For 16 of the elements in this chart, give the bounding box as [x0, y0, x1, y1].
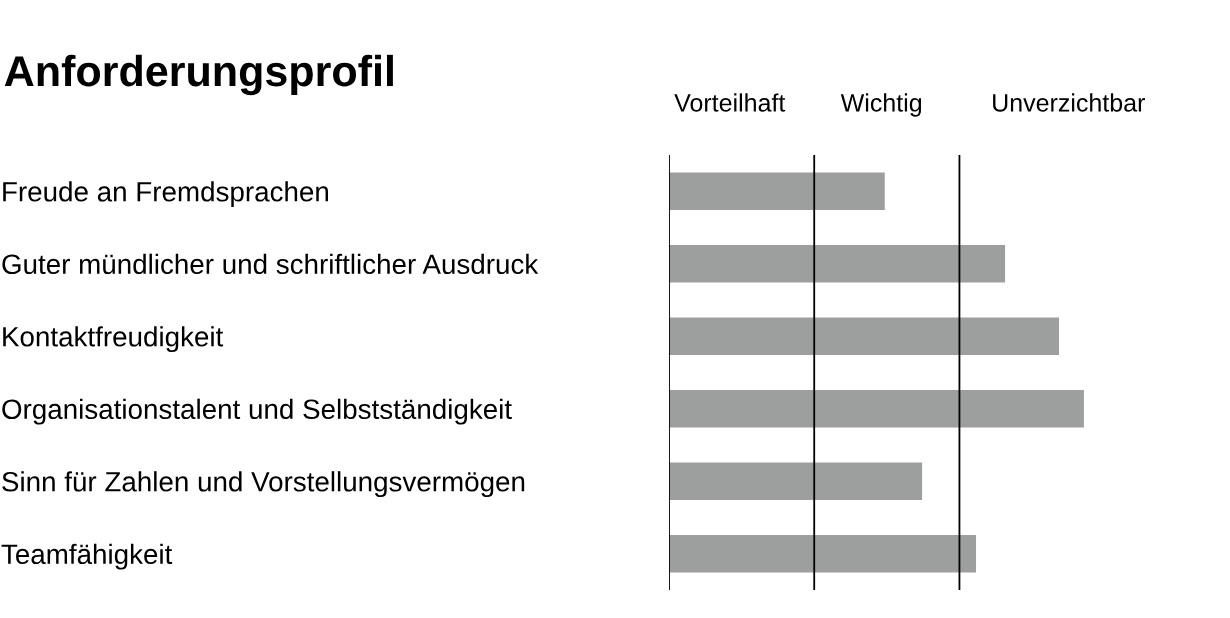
y-tick-label: Organisationstalent und Selbstständigkeit	[2, 398, 512, 425]
bar	[669, 317, 1060, 356]
y-tick-label: Freude an Fremdsprachen	[3, 181, 329, 208]
bar	[669, 244, 1006, 283]
bar	[669, 172, 885, 211]
bar	[669, 462, 923, 501]
bar	[669, 389, 1084, 428]
y-tick-label: Sinn für Zahlen und Vorstellungsvermögen	[2, 471, 525, 498]
y-tick-label: Teamfähigkeit	[1, 543, 173, 570]
text: Unverzichtbar	[993, 93, 1145, 112]
y-tick-label: Guter mündlicher und schriftlicher Ausdruck	[2, 253, 539, 275]
y-tick-label: Kontaktfreudigkeit	[3, 326, 224, 353]
text: Vorteilhaft	[674, 93, 786, 112]
text: Wichtig	[840, 93, 922, 117]
text: Anforderungsprofil	[4, 54, 393, 96]
bar	[669, 534, 977, 573]
